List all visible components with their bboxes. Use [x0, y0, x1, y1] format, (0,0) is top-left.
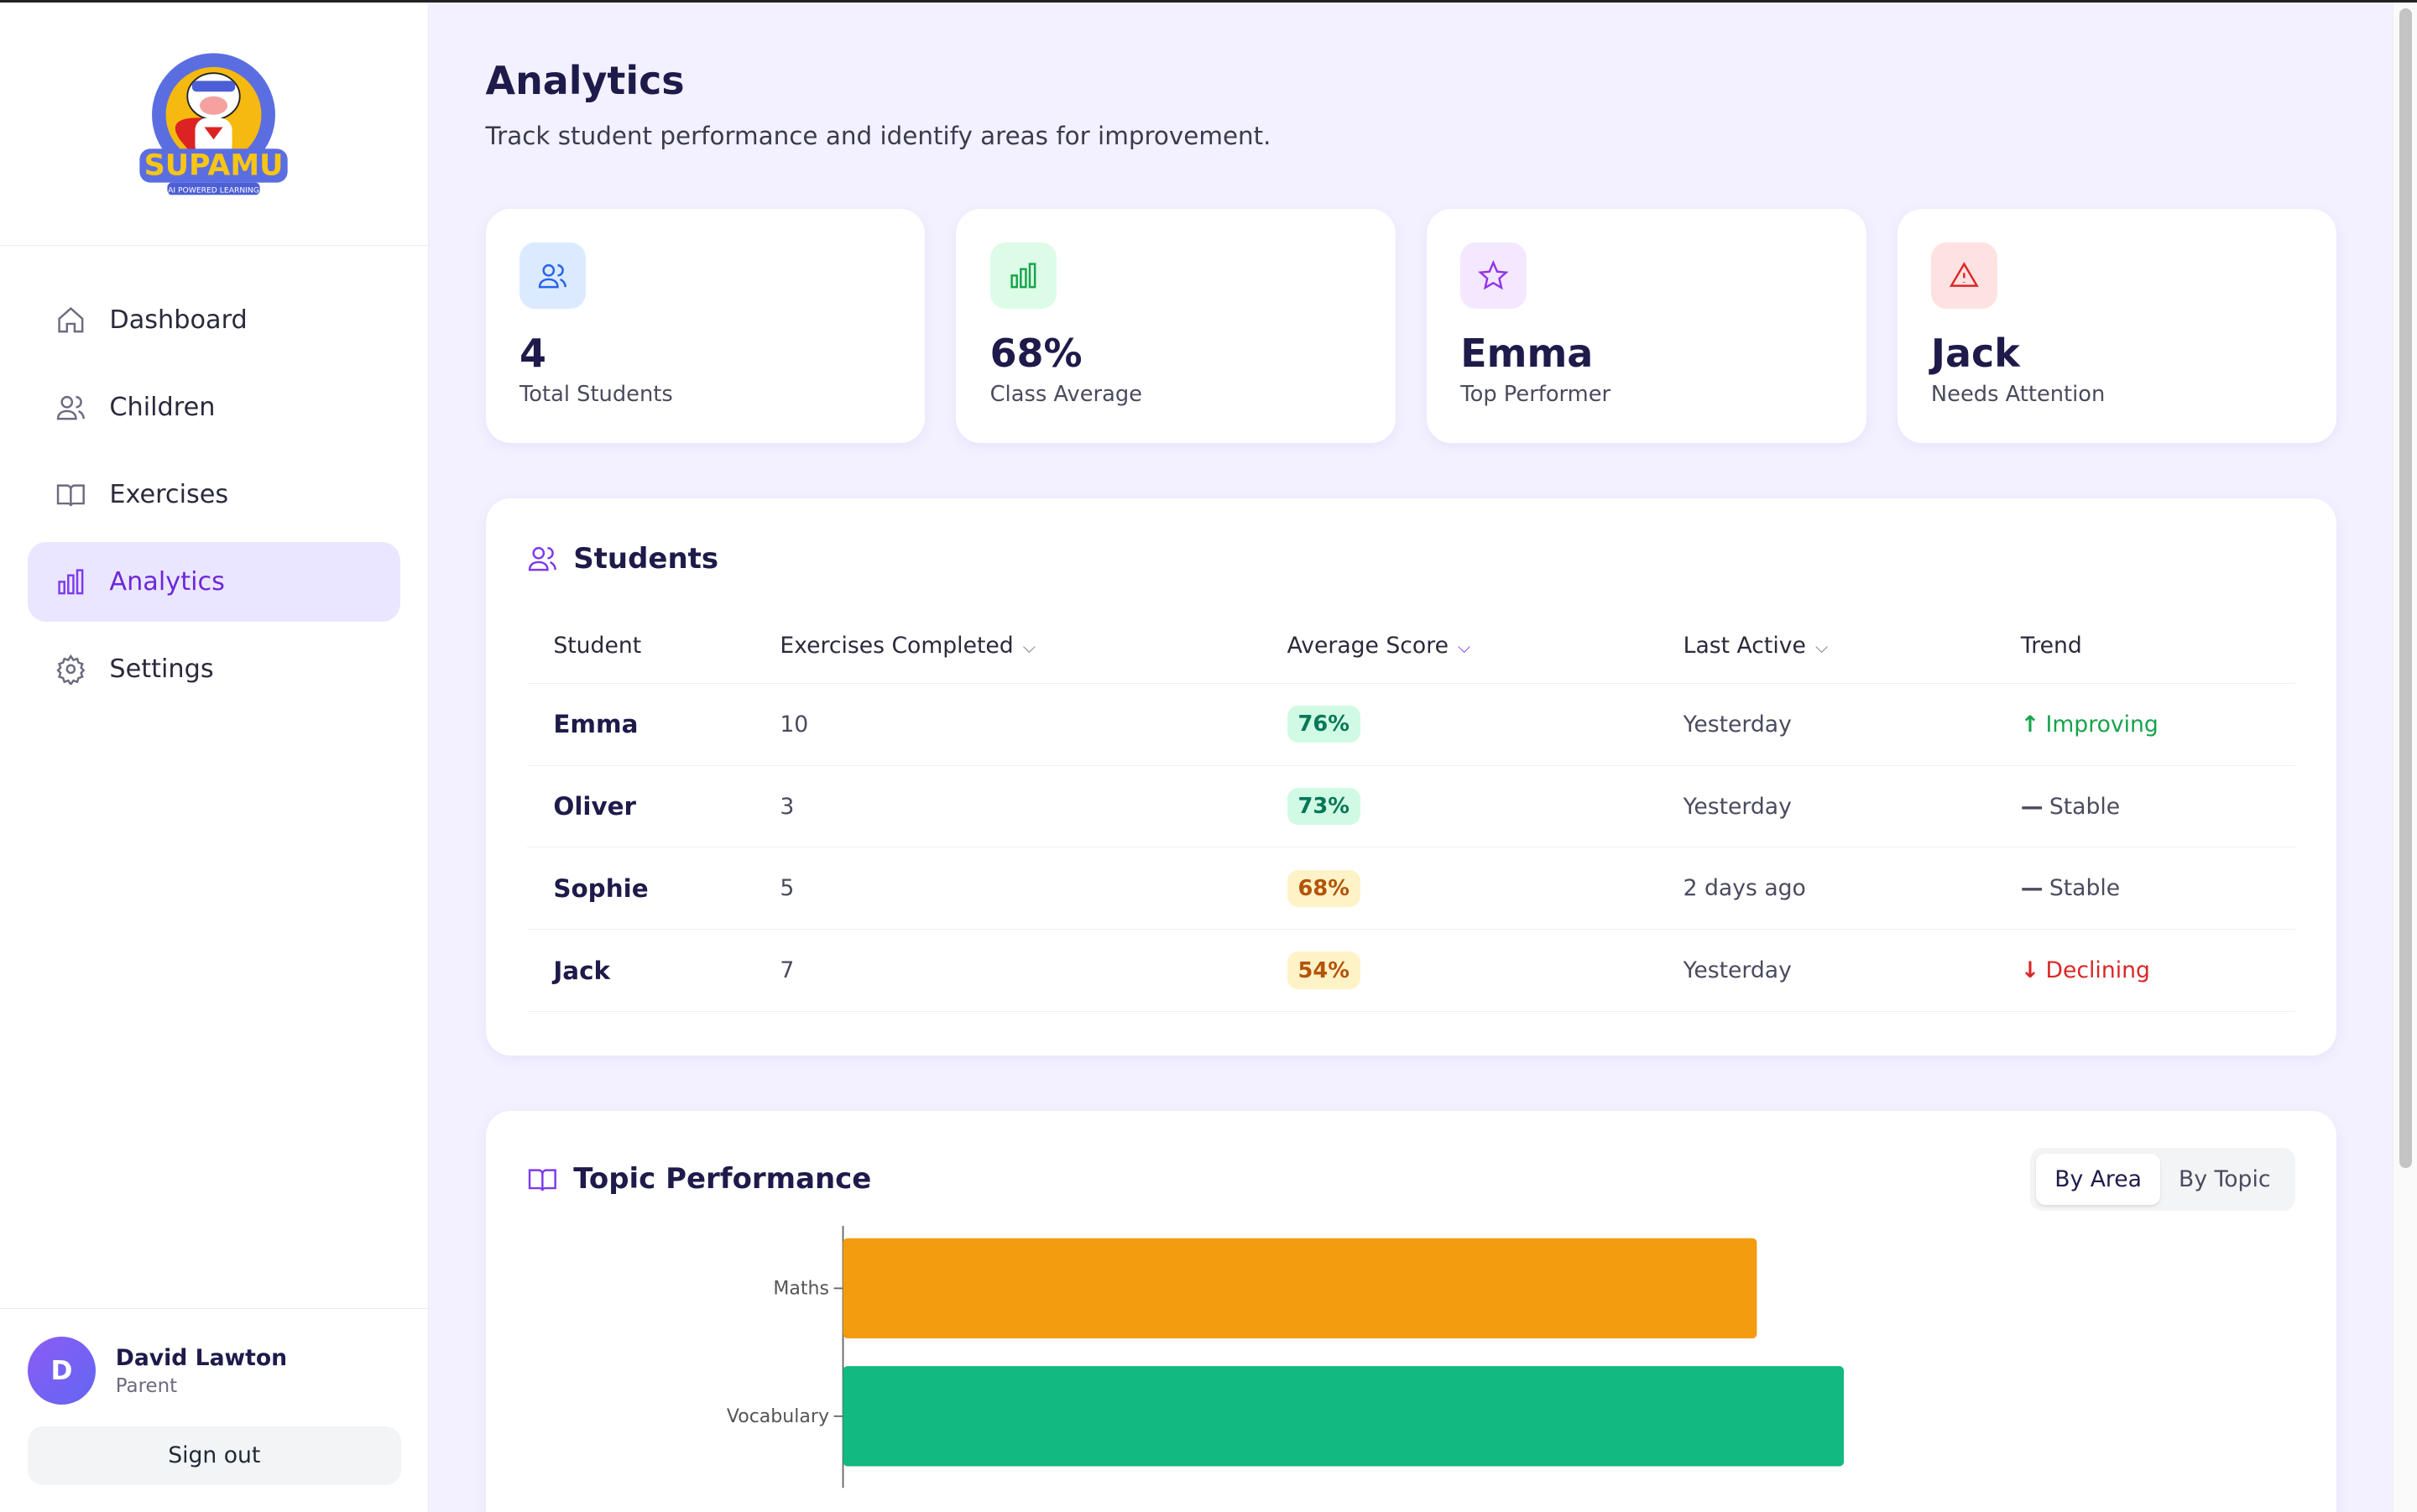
bar-chart-icon — [1010, 263, 1036, 289]
table-row[interactable]: Oliver 3 73% Yesterday — Stable — [527, 765, 2295, 848]
panel-title: Topic Performance — [573, 1162, 872, 1197]
sidebar: SUPAMU AI POWERED LEARNING Dashboard Chi… — [0, 3, 429, 1512]
score-badge: 68% — [1287, 869, 1360, 908]
trend-label: Stable — [2049, 875, 2121, 902]
avatar: D — [28, 1337, 96, 1405]
student-name: Jack — [527, 929, 754, 1013]
sidebar-item-label: Analytics — [109, 567, 225, 597]
last-active: 2 days ago — [1657, 847, 1995, 931]
stat-label: Top Performer — [1460, 382, 1611, 408]
student-name: Oliver — [527, 765, 754, 848]
logo[interactable]: SUPAMU AI POWERED LEARNING — [0, 3, 428, 247]
panel-title: Students — [573, 541, 719, 576]
user-panel: D David Lawton Parent Sign out — [0, 1308, 428, 1511]
sign-out-button[interactable]: Sign out — [28, 1426, 401, 1485]
stats-row: 4 Total Students 68% Class Average Emma … — [485, 208, 2337, 444]
sidebar-item-dashboard[interactable]: Dashboard — [28, 280, 400, 361]
stat-card-class-average: 68% Class Average — [956, 208, 1396, 444]
user-role: Parent — [115, 1375, 178, 1398]
book-icon — [528, 1169, 557, 1191]
last-active: Yesterday — [1657, 929, 1995, 1013]
student-name: Emma — [527, 683, 754, 766]
users-icon — [56, 396, 85, 420]
trend-icon: — — [2020, 793, 2044, 820]
last-active: Yesterday — [1657, 765, 1995, 848]
stat-value: 68% — [989, 331, 1083, 376]
sidebar-item-analytics[interactable]: Analytics — [28, 541, 400, 623]
column-header-exercises[interactable]: Exercises Completed ⌵ — [754, 609, 1261, 684]
home-icon — [58, 306, 84, 333]
sidebar-item-label: Dashboard — [109, 305, 248, 335]
last-active: Yesterday — [1657, 683, 1995, 766]
warning-icon — [1949, 262, 1979, 288]
column-header-student: Student — [527, 609, 754, 684]
trend-label: Declining — [2045, 957, 2150, 984]
stat-label: Needs Attention — [1930, 382, 2106, 408]
stat-label: Class Average — [989, 382, 1142, 408]
main-content: Analytics Track student performance and … — [430, 3, 2392, 1512]
bar-chart-icon — [58, 569, 84, 595]
score-badge: 73% — [1287, 787, 1360, 826]
sidebar-item-label: Settings — [109, 654, 214, 685]
student-name: Sophie — [527, 847, 754, 931]
sidebar-nav: Dashboard Children Exercises Analytics S… — [0, 246, 428, 750]
scrollbar-thumb[interactable] — [2399, 8, 2412, 1168]
book-icon — [56, 484, 85, 507]
exercises-completed: 7 — [754, 929, 1261, 1013]
column-header-last-active[interactable]: Last Active ⌵ — [1657, 609, 1995, 684]
chevron-down-icon: ⌵ — [1022, 637, 1036, 658]
trend-icon: ↑ — [2020, 711, 2040, 738]
exercises-completed: 5 — [754, 847, 1261, 931]
table-row[interactable]: Sophie 5 68% 2 days ago — Stable — [527, 847, 2295, 931]
user-name: David Lawton — [115, 1344, 288, 1371]
sidebar-item-children[interactable]: Children — [28, 368, 400, 448]
stat-card-top-performer: Emma Top Performer — [1426, 208, 1866, 444]
exercises-completed: 3 — [754, 765, 1261, 848]
students-table: Student Exercises Completed ⌵ Average Sco… — [527, 609, 2295, 1013]
column-header-trend: Trend — [1994, 609, 2295, 684]
chevron-down-icon: ⌵ — [1457, 637, 1471, 658]
tick-label: Maths — [774, 1279, 830, 1300]
view-toggle: By Area By Topic — [2029, 1147, 2295, 1211]
toggle-by-area[interactable]: By Area — [2036, 1154, 2161, 1205]
bar-vocabulary[interactable] — [843, 1366, 1845, 1467]
svg-text:AI POWERED LEARNING: AI POWERED LEARNING — [168, 185, 259, 195]
topic-bar-chart: Maths Vocabulary — [727, 1226, 1845, 1489]
stat-label: Total Students — [519, 382, 673, 408]
exercises-completed: 10 — [754, 683, 1261, 766]
sidebar-item-exercises[interactable]: Exercises — [28, 455, 400, 535]
gear-icon — [56, 654, 86, 686]
stat-card-total-students: 4 Total Students — [485, 208, 926, 444]
page-title: Analytics — [485, 58, 685, 104]
stat-card-needs-attention: Jack Needs Attention — [1897, 208, 2337, 444]
star-icon — [1478, 260, 1509, 290]
score-badge: 76% — [1287, 705, 1360, 743]
supamu-logo-icon: SUPAMU AI POWERED LEARNING — [139, 53, 288, 195]
sidebar-item-label: Exercises — [109, 480, 229, 510]
stat-value: Emma — [1460, 331, 1594, 376]
users-icon — [538, 264, 566, 289]
tick-label: Vocabulary — [727, 1406, 829, 1427]
table-row[interactable]: Jack 7 54% Yesterday ↓ Declining — [527, 929, 2295, 1013]
svg-text:SUPAMU: SUPAMU — [144, 149, 284, 182]
trend-icon: — — [2020, 875, 2044, 902]
scrollbar[interactable] — [2392, 3, 2417, 1512]
sidebar-item-label: Children — [109, 392, 216, 422]
stat-value: 4 — [519, 331, 546, 376]
trend-icon: ↓ — [2020, 957, 2040, 984]
stat-value: Jack — [1930, 331, 2020, 376]
table-row[interactable]: Emma 10 76% Yesterday ↑ Improving — [527, 683, 2295, 766]
trend-label: Improving — [2045, 711, 2159, 738]
bar-maths[interactable] — [843, 1238, 1757, 1339]
trend-label: Stable — [2049, 793, 2121, 820]
toggle-by-topic[interactable]: By Topic — [2160, 1154, 2289, 1204]
score-badge: 54% — [1287, 952, 1360, 990]
topic-performance-panel: Topic Performance By Area By Topic Maths… — [485, 1110, 2337, 1512]
sidebar-item-settings[interactable]: Settings — [28, 629, 400, 710]
students-panel: Students Student Exercises Completed ⌵ Av… — [485, 498, 2337, 1056]
users-icon — [528, 547, 557, 571]
column-header-average-score[interactable]: Average Score ⌵ — [1261, 609, 1657, 684]
page-subtitle: Track student performance and identify a… — [485, 122, 1271, 151]
chevron-down-icon: ⌵ — [1814, 637, 1829, 658]
